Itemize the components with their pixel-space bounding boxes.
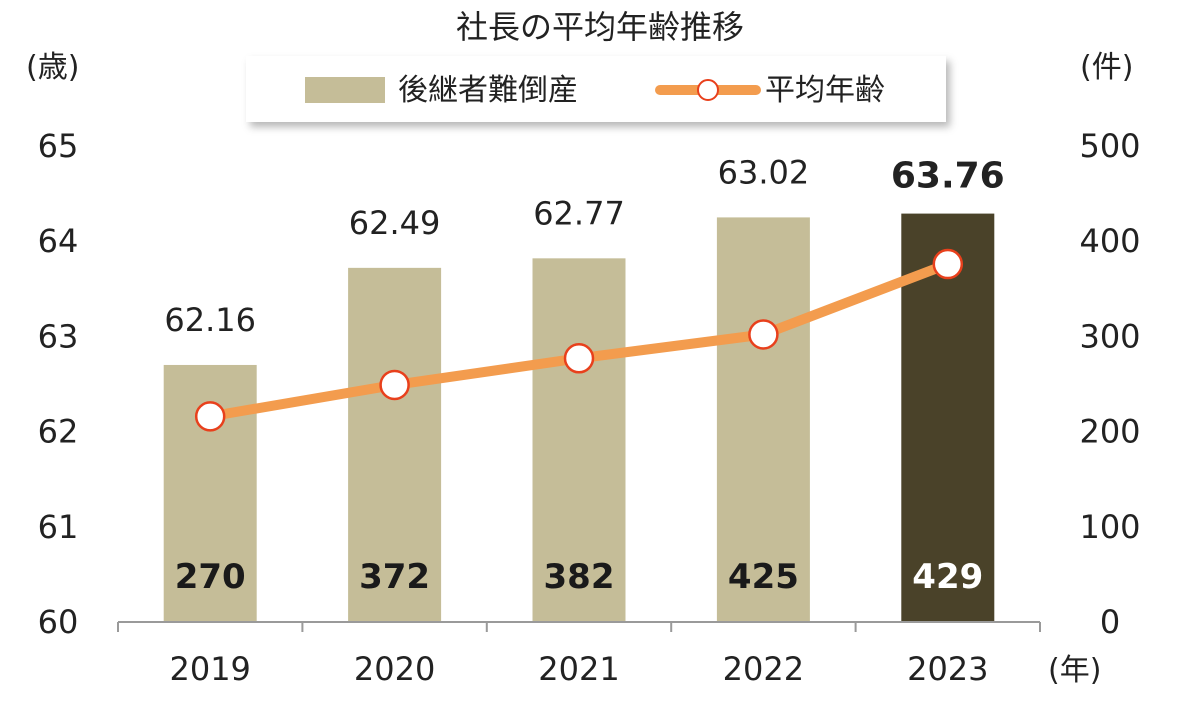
legend-line-marker [697, 79, 719, 101]
age-label-2021: 62.77 [533, 194, 625, 232]
left-tick-label: 63 [38, 317, 79, 355]
bar-2023 [901, 213, 995, 623]
right-tick-label: 500 [1079, 127, 1140, 165]
category-label-2019: 2019 [169, 650, 250, 688]
category-label-2020: 2020 [354, 650, 435, 688]
age-marker-2023 [932, 248, 964, 280]
age-label-2023: 63.76 [891, 156, 1005, 197]
left-tick-label: 61 [38, 508, 79, 546]
category-label-2023: 2023 [907, 650, 988, 688]
legend: 後継者難倒産 平均年齢 [246, 56, 946, 122]
legend-bar-label: 後継者難倒産 [398, 73, 578, 108]
count-label-2023: 429 [912, 557, 983, 597]
bar-2021 [532, 258, 626, 622]
right-axis-unit: (件) [1080, 50, 1133, 85]
age-marker-2020 [379, 369, 410, 401]
legend-bar-swatch [305, 77, 385, 103]
data-labels: 62.16 62.49 62.77 63.02 63.76 270 372 382 425 429 [164, 153, 1004, 597]
right-tick-label: 0 [1100, 603, 1120, 641]
right-axis-ticks: 0 100 200 300 400 500 [1079, 127, 1140, 641]
age-label-2022: 63.02 [718, 153, 810, 191]
age-label-2020: 62.49 [349, 204, 441, 242]
right-tick-label: 300 [1079, 317, 1140, 355]
right-tick-label: 200 [1079, 413, 1140, 451]
left-tick-label: 65 [38, 127, 79, 165]
category-label-2022: 2022 [723, 650, 804, 688]
left-tick-label: 60 [38, 603, 79, 641]
left-tick-label: 62 [38, 413, 79, 451]
bar-2020 [348, 267, 442, 622]
age-marker-2022 [748, 319, 779, 350]
left-axis-ticks: 60 61 62 63 64 65 [38, 127, 79, 641]
category-labels: 2019 2020 2021 2022 2023 [169, 650, 988, 688]
x-axis [117, 621, 1041, 632]
age-marker-2021 [563, 343, 595, 374]
left-axis-unit: (歳) [26, 50, 79, 85]
bar-2022 [716, 217, 810, 622]
left-tick-label: 64 [38, 222, 79, 260]
average-age-line [194, 248, 964, 432]
count-label-2022: 425 [728, 557, 799, 597]
chart-title: 社長の平均年齢推移 [456, 8, 744, 46]
legend-line-label: 平均年齢 [765, 73, 885, 108]
x-axis-unit: (年) [1048, 653, 1101, 688]
age-label-2019: 62.16 [164, 301, 256, 339]
right-tick-label: 400 [1079, 222, 1140, 260]
right-tick-label: 100 [1079, 508, 1140, 546]
count-label-2019: 270 [175, 557, 246, 597]
count-label-2021: 382 [544, 557, 615, 597]
age-marker-2019 [194, 401, 226, 432]
count-label-2020: 372 [359, 557, 430, 597]
category-label-2021: 2021 [538, 650, 619, 688]
